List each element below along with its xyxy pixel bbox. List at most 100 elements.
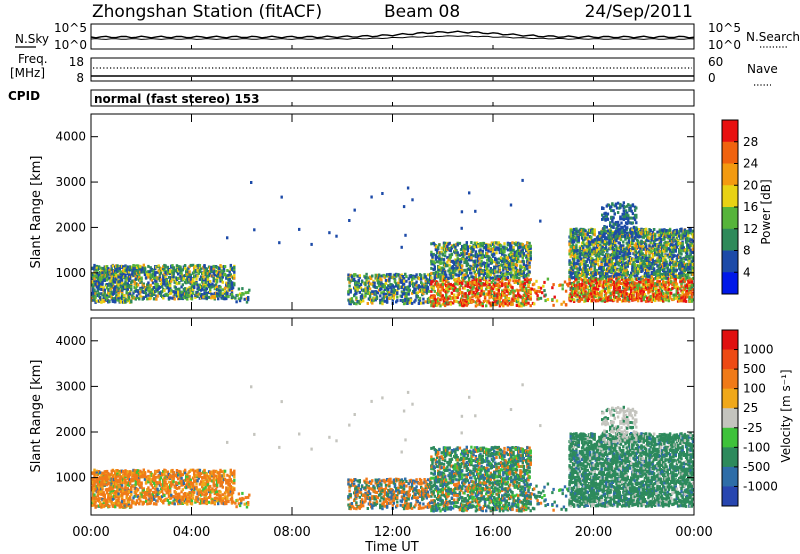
echo-pixel	[609, 296, 612, 300]
echo-pixel	[443, 270, 447, 274]
echo-pixel	[449, 249, 452, 253]
echo-pixel	[439, 291, 442, 295]
echo-pixel	[237, 287, 241, 291]
echo-pixel	[591, 230, 594, 234]
echo-pixel	[446, 264, 449, 268]
echo-pixel	[376, 291, 380, 295]
echo-pixel	[600, 263, 603, 266]
echo-pixel	[196, 283, 199, 287]
echo-pixel	[480, 243, 483, 247]
echo-pixel	[467, 279, 471, 283]
echo-pixel	[446, 256, 449, 260]
echo-pixel	[191, 277, 195, 281]
echo-pixel	[463, 303, 466, 307]
echo-pixel	[478, 257, 481, 261]
echo-pixel	[190, 297, 194, 301]
echo-pixel	[97, 274, 101, 277]
echo-pixel	[572, 247, 576, 251]
echo-pixel	[485, 243, 488, 247]
echo-pixel	[599, 279, 602, 283]
echo-pixel	[189, 292, 192, 296]
echo-pixel	[486, 251, 489, 255]
echo-pixel	[114, 280, 117, 284]
echo-pixel	[384, 281, 388, 285]
echo-pixel	[93, 288, 96, 292]
echo-pixel	[453, 284, 456, 288]
echo-pixel	[212, 267, 215, 271]
echo-pixel	[119, 272, 123, 276]
echo-pixel	[241, 287, 244, 291]
echo-pixel	[194, 264, 197, 268]
echo-pixel	[620, 277, 624, 281]
echo-pixel	[384, 278, 388, 282]
echo-pixel	[596, 278, 600, 282]
echo-pixel	[483, 295, 487, 299]
echo-pixel	[487, 263, 490, 267]
echo-pixel	[579, 257, 583, 261]
echo-pixel	[433, 267, 436, 271]
echo-pixel	[503, 242, 506, 246]
echo-pixel	[622, 260, 625, 264]
echo-pixel	[529, 244, 532, 248]
echo-pixel	[628, 262, 632, 265]
echo-pixel	[461, 264, 464, 268]
echo-pixel	[529, 257, 532, 261]
echo-pixel	[480, 303, 483, 307]
echo-pixel	[126, 282, 129, 286]
echo-pixel	[93, 263, 96, 267]
echo-pixel	[240, 294, 243, 298]
echo-pixel	[100, 288, 103, 291]
echo-pixel	[463, 294, 466, 298]
echo-pixel	[506, 241, 510, 245]
noise-right-tick-bottom: 10^0	[708, 38, 741, 52]
echo-pixel	[571, 233, 575, 236]
echo-pixel	[536, 289, 539, 293]
echo-pixel	[475, 290, 479, 294]
echo-pixel	[438, 289, 441, 293]
echo-pixel	[209, 283, 212, 287]
echo-pixel	[348, 284, 351, 288]
echo-pixel	[584, 229, 587, 233]
echo-pixel	[523, 281, 527, 285]
echo-pixel	[171, 277, 174, 281]
echo-pixel	[502, 304, 505, 308]
echo-pixel	[178, 287, 181, 291]
echo-pixel	[350, 297, 354, 301]
echo-pixel	[448, 263, 451, 267]
echo-pixel	[221, 288, 224, 292]
echo-pixel	[595, 248, 599, 252]
echo-pixel	[569, 230, 572, 234]
echo-pixel	[212, 271, 215, 275]
echo-pixel	[488, 283, 491, 287]
echo-pixel	[488, 269, 491, 273]
echo-pixel	[223, 291, 227, 295]
echo-pixel	[458, 287, 462, 291]
echo-pixel	[191, 263, 195, 267]
echo-pixel	[188, 270, 191, 274]
echo-pixel	[585, 275, 588, 278]
noise-panel: N.Sky 10^5 10^0 10^5 10^0 N.Search	[15, 21, 800, 52]
echo-pixel	[568, 259, 571, 263]
echo-pixel	[186, 293, 189, 297]
echo-pixel	[401, 275, 405, 278]
echo-pixel	[457, 277, 460, 280]
echo-pixel	[158, 276, 162, 280]
echo-pixel	[479, 284, 482, 288]
echo-pixel	[349, 289, 352, 293]
echo-pixel	[458, 303, 462, 307]
echo-pixel	[454, 282, 457, 286]
echo-pixel	[488, 271, 491, 275]
echo-pixel	[231, 276, 235, 280]
echo-pixel	[569, 299, 572, 303]
echo-pixel	[627, 246, 631, 250]
echo-pixel	[380, 291, 383, 295]
echo-pixel	[422, 297, 425, 301]
echo-pixel	[126, 287, 129, 291]
echo-pixel	[225, 285, 228, 289]
echo-pixel	[149, 273, 152, 277]
echo-pixel	[625, 284, 628, 288]
echo-pixel	[623, 294, 626, 298]
echo-pixel	[503, 250, 506, 254]
echo-pixel	[578, 267, 582, 271]
echo-pixel	[365, 289, 368, 293]
